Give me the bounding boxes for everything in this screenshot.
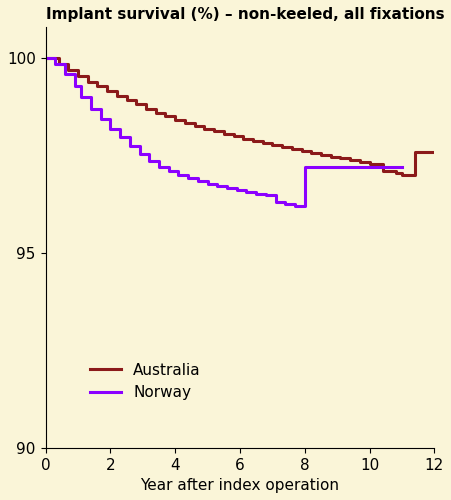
Norway <box>215 183 220 189</box>
Australia <box>393 170 398 176</box>
Norway <box>234 187 239 193</box>
Australia <box>212 128 217 134</box>
Australia <box>202 126 207 132</box>
Australia <box>260 140 265 146</box>
Australia <box>280 144 285 150</box>
Norway <box>195 178 201 184</box>
Australia <box>75 73 81 79</box>
Norway <box>399 164 405 170</box>
Australia <box>133 102 139 107</box>
Legend: Australia, Norway: Australia, Norway <box>84 356 207 406</box>
Australia <box>432 149 437 155</box>
Australia <box>347 158 353 164</box>
X-axis label: Year after index operation: Year after index operation <box>140 478 340 493</box>
Australia <box>380 168 385 174</box>
Norway <box>367 164 373 170</box>
Australia <box>143 106 149 112</box>
Australia <box>412 149 418 155</box>
Norway <box>62 71 68 77</box>
Norway <box>335 164 340 170</box>
Australia <box>299 148 304 154</box>
Australia <box>182 120 188 126</box>
Norway <box>224 185 230 191</box>
Australia <box>65 67 71 73</box>
Australia <box>221 131 226 137</box>
Norway <box>137 151 142 157</box>
Norway <box>127 143 133 149</box>
Australia <box>231 134 236 140</box>
Australia <box>367 162 373 168</box>
Australia <box>289 146 295 152</box>
Australia <box>95 84 100 89</box>
Australia <box>105 88 110 94</box>
Norway <box>88 106 94 112</box>
Norway <box>292 204 298 210</box>
Norway <box>176 172 181 178</box>
Australia <box>338 156 343 162</box>
Australia <box>114 93 120 99</box>
Australia <box>250 138 256 144</box>
Norway <box>166 168 171 174</box>
Australia <box>270 142 275 148</box>
Norway <box>72 82 78 88</box>
Australia <box>124 97 129 103</box>
Norway <box>108 126 113 132</box>
Line: Norway: Norway <box>46 58 402 206</box>
Australia <box>357 160 363 166</box>
Australia <box>399 172 405 178</box>
Norway <box>185 176 191 182</box>
Australia <box>56 62 61 68</box>
Norway <box>53 62 58 68</box>
Norway <box>244 189 249 195</box>
Norway <box>147 158 152 164</box>
Norway <box>253 190 259 196</box>
Text: Implant survival (%) – non-keeled, all fixations: Implant survival (%) – non-keeled, all f… <box>46 7 444 22</box>
Australia <box>192 123 198 129</box>
Norway <box>263 192 269 198</box>
Norway <box>78 94 84 100</box>
Norway <box>318 164 324 170</box>
Norway <box>273 200 278 205</box>
Line: Australia: Australia <box>46 58 434 175</box>
Australia <box>318 152 324 158</box>
Australia <box>240 136 246 141</box>
Norway <box>117 134 123 140</box>
Australia <box>85 79 90 85</box>
Norway <box>205 181 210 187</box>
Australia <box>163 113 168 119</box>
Australia <box>328 154 333 160</box>
Norway <box>156 164 161 170</box>
Australia <box>172 116 178 122</box>
Norway <box>98 116 103 122</box>
Norway <box>302 164 308 170</box>
Australia <box>43 56 48 62</box>
Australia <box>153 110 158 116</box>
Norway <box>43 56 48 62</box>
Norway <box>283 202 288 207</box>
Australia <box>308 150 314 156</box>
